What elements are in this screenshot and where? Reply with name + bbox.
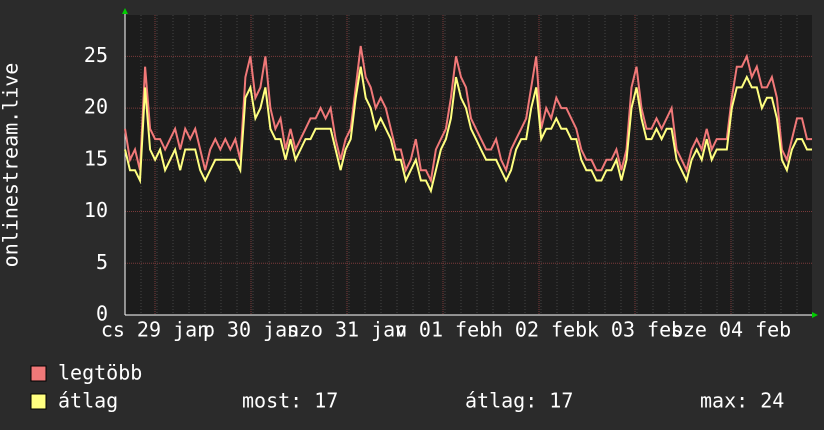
y-axis-label: onlinestream.live (0, 63, 23, 268)
legend-swatch (30, 393, 47, 410)
x-arrow (812, 312, 818, 318)
series-line (124, 66, 812, 194)
x-tick-label: cs 29 jan (101, 318, 209, 342)
x-tick-label: szo 31 jan (287, 318, 407, 342)
x-tick-label: k 03 feb (587, 318, 683, 342)
x-tick-label: sze 04 feb (671, 318, 791, 342)
legend-stat: most: 17 (242, 389, 338, 413)
legend-stat: átlag: 17 (465, 389, 573, 413)
y-tick-label: 15 (84, 146, 108, 170)
legend-label: átlag (58, 389, 118, 413)
y-tick-label: 10 (84, 198, 108, 222)
y-tick-label: 5 (96, 250, 108, 274)
y-tick-label: 25 (84, 43, 108, 67)
plot-area (125, 15, 812, 315)
legend-swatch (30, 365, 47, 382)
y-tick-label: 0 (96, 302, 108, 326)
x-tick-label: h 02 feb (491, 318, 587, 342)
series-line (124, 45, 812, 184)
x-tick-label: v 01 feb (395, 318, 491, 342)
x-tick-label: p 30 jan (203, 318, 299, 342)
legend-stat: max: 24 (700, 389, 784, 413)
y-tick-label: 20 (84, 95, 108, 119)
legend-label: legtöbb (58, 361, 142, 385)
y-arrow (122, 8, 128, 14)
